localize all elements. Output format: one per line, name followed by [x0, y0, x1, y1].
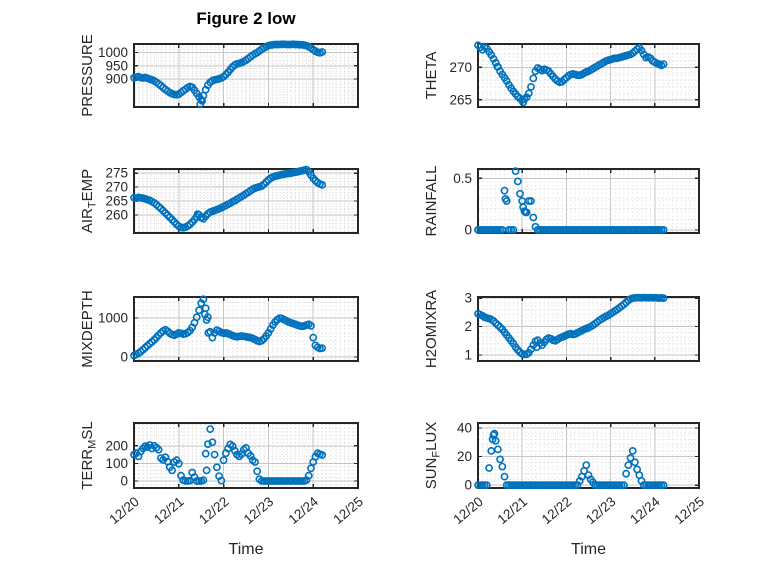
svg-text:12/24: 12/24	[286, 494, 322, 528]
svg-text:12/20: 12/20	[450, 494, 486, 527]
data-markers	[130, 40, 327, 109]
chart-h2omixra: 1 2 3 H2OMIXRA	[423, 290, 700, 368]
svg-text:12/24: 12/24	[627, 494, 663, 528]
major-grid	[134, 423, 358, 488]
x-tick-labels: 12/20 12/21 12/22 12/23 12/24 12/25	[450, 494, 707, 528]
svg-text:12/20: 12/20	[106, 494, 142, 527]
data-markers	[130, 425, 327, 485]
svg-text:12/23: 12/23	[583, 494, 619, 527]
svg-text:12/25: 12/25	[671, 494, 707, 527]
minor-grid	[479, 424, 698, 487]
axes-box	[477, 422, 700, 489]
y-axis-label-h2omixra: H2OMIXRA	[423, 290, 440, 368]
figure-title: Figure 2 low	[196, 9, 296, 28]
svg-text:1000: 1000	[98, 311, 128, 326]
svg-text:1: 1	[464, 348, 472, 363]
svg-text:275: 275	[105, 166, 128, 181]
svg-text:12/22: 12/22	[539, 494, 575, 527]
svg-text:1000: 1000	[98, 45, 128, 60]
y-axis-label-terr_msl: TERRMSL	[79, 421, 99, 489]
svg-text:265: 265	[449, 92, 472, 107]
y-axis-label-rainfall: RAINFALL	[423, 166, 440, 237]
chart-sun_flux: 0 20 40 12/20 12/21 12/22 12/23 12/24 12/25 SUNFL…	[423, 421, 707, 528]
svg-text:12/23: 12/23	[241, 494, 277, 527]
data-markers	[474, 167, 668, 234]
y-axis-label-sun_flux: SUNFLUX	[423, 422, 443, 490]
chart-terr_msl: 0 100 200 12/20 12/21 12/22 12/23 12/24 12/25 TER…	[79, 421, 366, 527]
data-markers	[130, 165, 327, 232]
data-markers	[474, 429, 668, 489]
y-axis-label-air_temp: AIRTEMP	[79, 169, 99, 233]
y-tick-labels: 1 2 3	[464, 291, 472, 363]
y-tick-labels: 0 20 40	[457, 421, 472, 493]
svg-text:200: 200	[105, 438, 128, 453]
svg-text:40: 40	[457, 421, 472, 436]
svg-text:900: 900	[105, 72, 128, 87]
x-tick-labels: 12/20 12/21 12/22 12/23 12/24 12/25	[106, 494, 366, 528]
svg-text:20: 20	[457, 449, 472, 464]
svg-text:0: 0	[464, 222, 472, 237]
minor-grid	[479, 45, 698, 106]
svg-text:12/21: 12/21	[495, 494, 531, 527]
y-tick-labels: 00.5	[453, 171, 472, 238]
svg-text:0.5: 0.5	[453, 171, 472, 186]
y-axis-label-mixdepth: MIXDEPTH	[79, 290, 96, 368]
x-axis-label-left: Time	[228, 541, 264, 558]
y-axis-label-theta: THETA	[423, 51, 440, 99]
svg-text:0: 0	[464, 478, 472, 493]
x-axis-label-right: Time	[571, 541, 606, 558]
svg-text:2: 2	[464, 319, 472, 334]
axes-box	[477, 296, 700, 362]
data-markers	[474, 293, 668, 359]
data-markers	[130, 295, 327, 360]
svg-text:100: 100	[105, 456, 128, 471]
y-tick-labels: 0 100 200	[105, 438, 128, 488]
y-axis-label-pressure: PRESSURE	[79, 34, 96, 117]
svg-text:0: 0	[120, 473, 128, 488]
svg-text:12/22: 12/22	[196, 494, 232, 527]
svg-text:270: 270	[449, 60, 472, 75]
axes-box	[477, 43, 700, 108]
svg-text:260: 260	[105, 207, 128, 222]
y-tick-labels: 0 1000	[98, 311, 128, 365]
svg-text:12/21: 12/21	[151, 494, 187, 527]
svg-text:0: 0	[120, 350, 128, 365]
svg-text:950: 950	[105, 58, 128, 73]
minor-grid	[479, 170, 698, 232]
svg-text:12/25: 12/25	[330, 494, 366, 527]
data-markers	[474, 41, 668, 107]
svg-text:270: 270	[105, 180, 128, 195]
y-tick-labels: 265 270	[449, 60, 472, 107]
svg-text:3: 3	[464, 291, 472, 306]
svg-text:265: 265	[105, 194, 128, 209]
chart-theta: 265 270 THETA	[423, 41, 700, 108]
